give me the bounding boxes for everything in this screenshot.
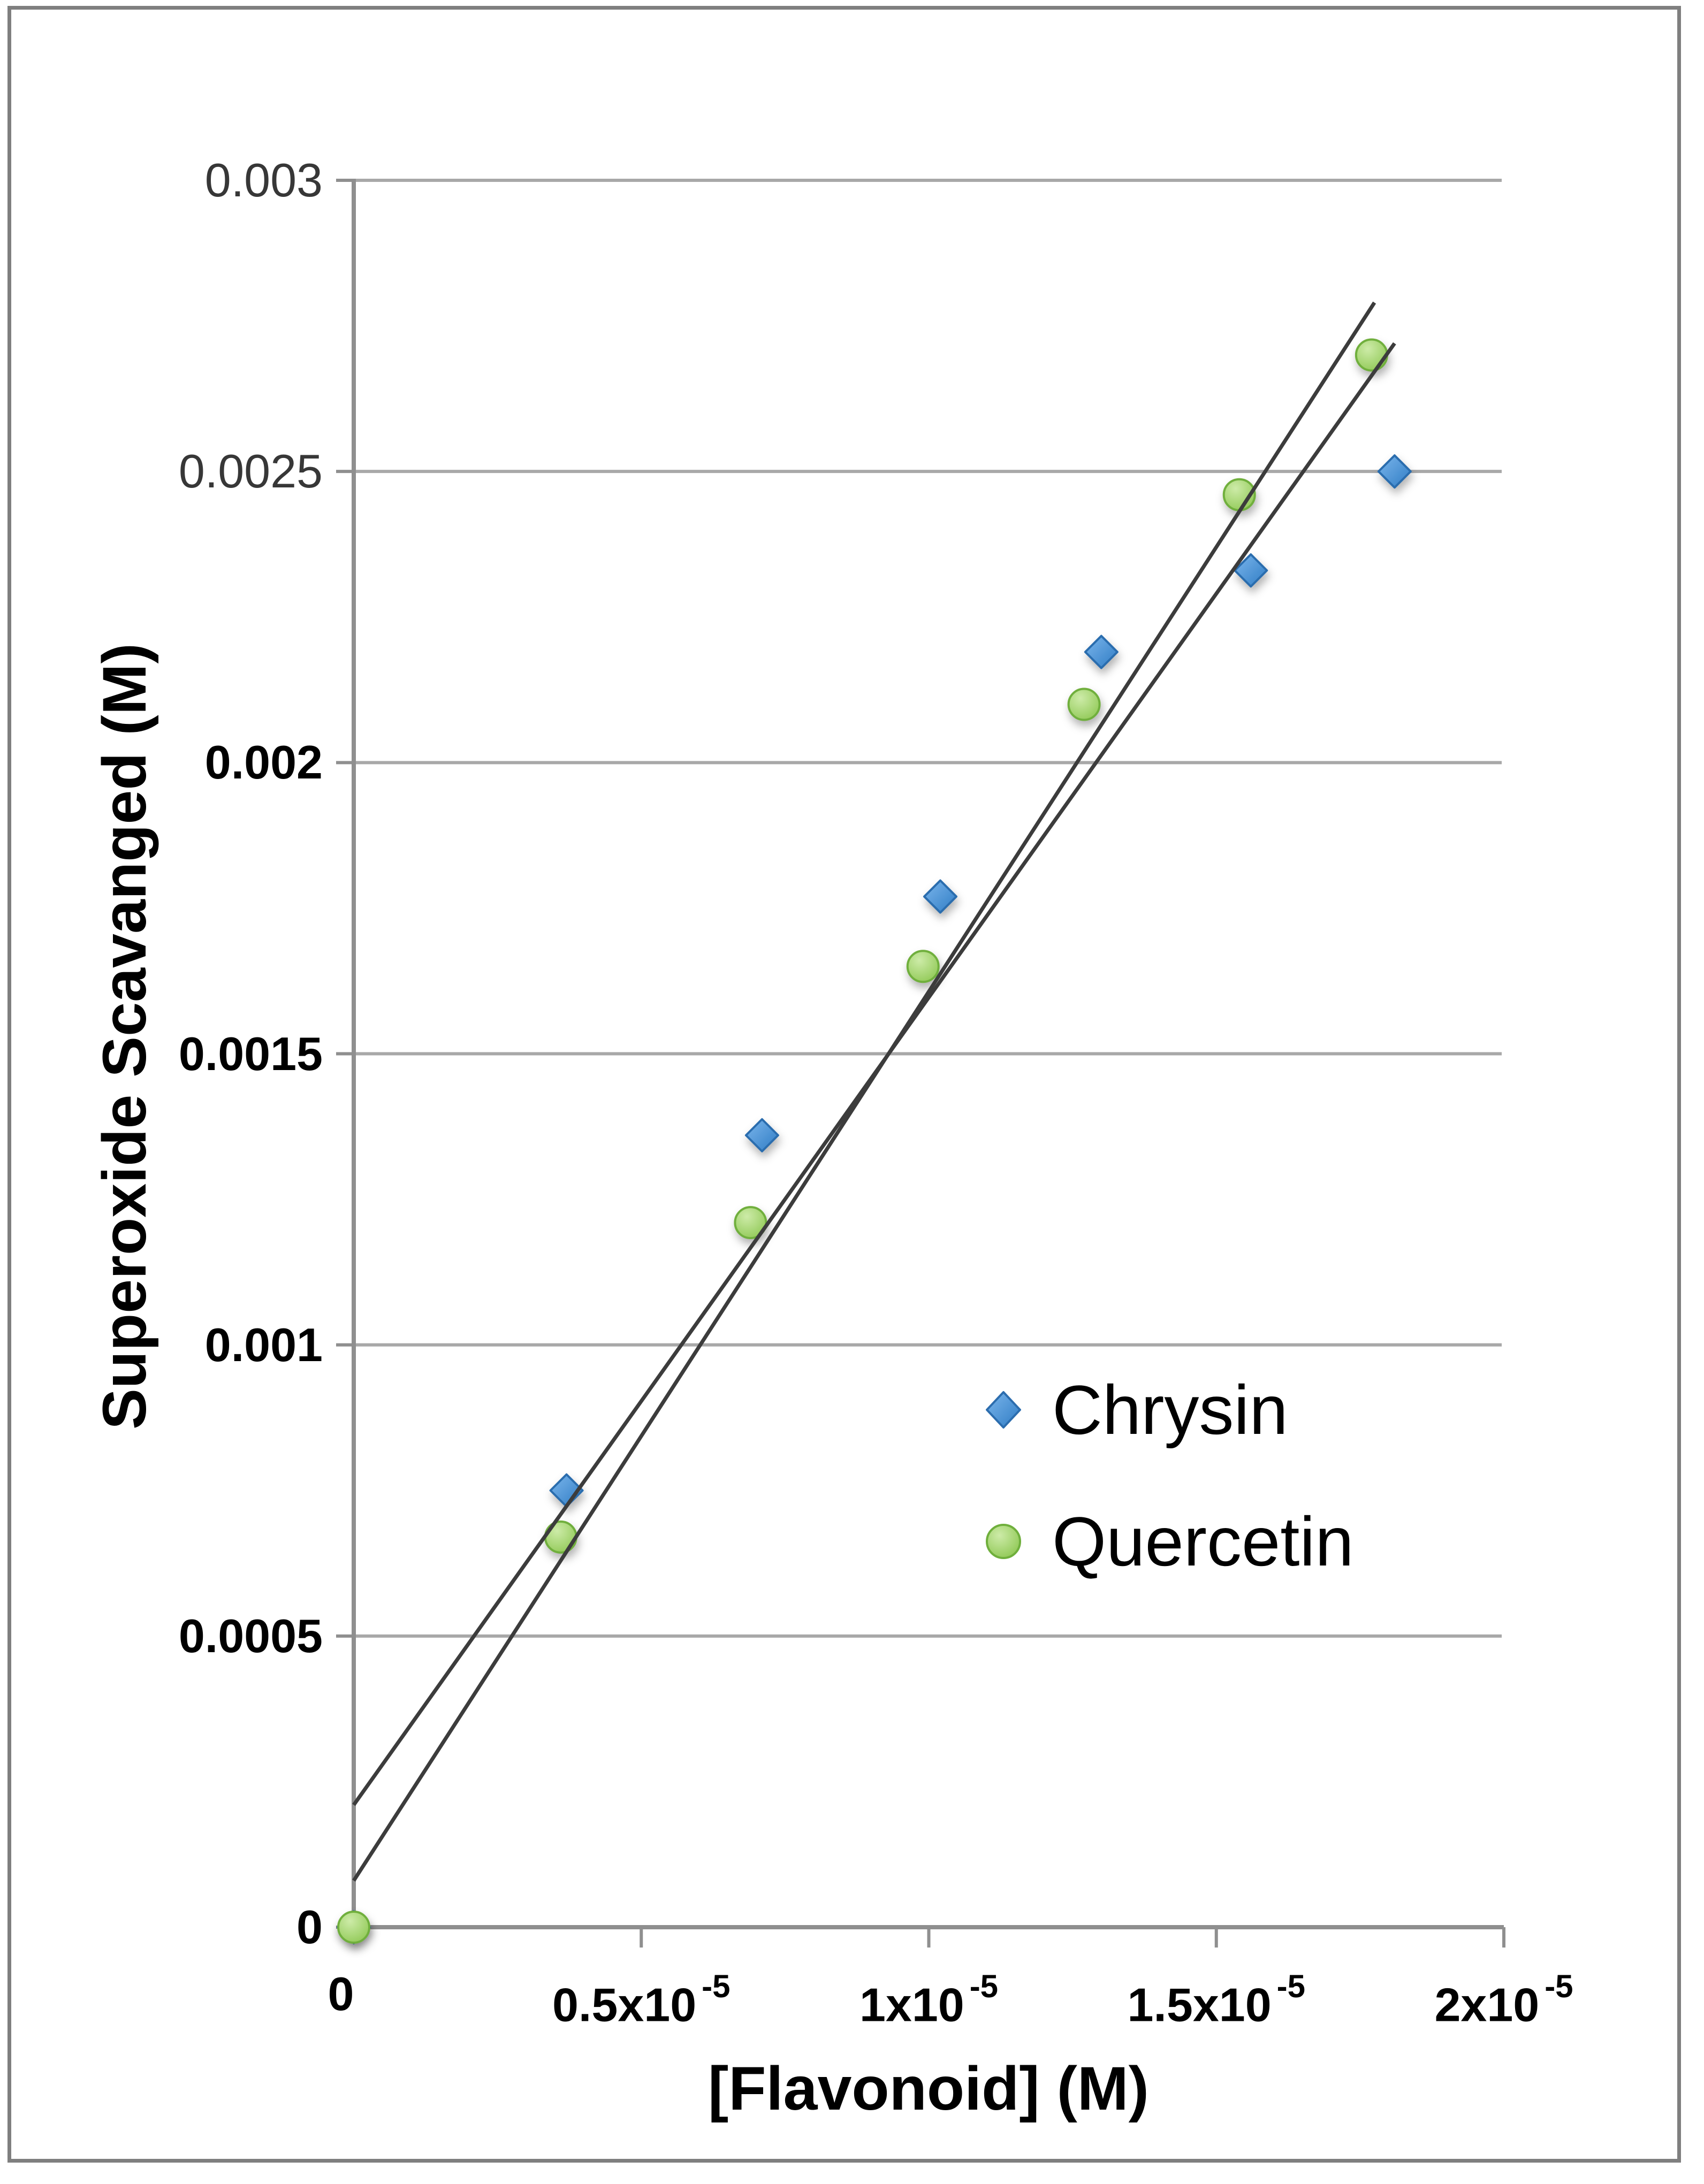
data-point-chrysin bbox=[923, 879, 957, 914]
x-tick-label: 1.5x10 -5 bbox=[1127, 1968, 1305, 2032]
y-axis-title: Superoxide Scavanged (M) bbox=[90, 643, 159, 1430]
data-point-quercetin bbox=[337, 1911, 370, 1944]
data-point-chrysin bbox=[1377, 454, 1412, 489]
x-tick-label: 0 bbox=[328, 1967, 354, 2020]
data-point-quercetin bbox=[906, 950, 940, 983]
chrysin-diamond-icon bbox=[986, 1391, 1021, 1429]
chart-frame-border bbox=[7, 6, 1681, 2163]
x-tick-label: 1x10 -5 bbox=[859, 1968, 999, 2032]
data-point-quercetin bbox=[1067, 688, 1101, 721]
y-tick-label: 0.0005 bbox=[178, 1609, 323, 1662]
legend-item-quercetin: Quercetin bbox=[974, 1501, 1354, 1582]
data-point-chrysin bbox=[744, 1118, 779, 1152]
data-point-quercetin bbox=[734, 1206, 767, 1240]
legend-label-chrysin: Chrysin bbox=[1052, 1371, 1288, 1449]
quercetin-circle-icon bbox=[986, 1524, 1021, 1559]
data-point-chrysin bbox=[1234, 553, 1268, 588]
y-tick-label: 0.003 bbox=[204, 154, 323, 207]
x-tick-label: 2x10 -5 bbox=[1434, 1968, 1573, 2032]
x-tick-label: 0.5x10 -5 bbox=[552, 1968, 731, 2032]
chart-legend: Chrysin Quercetin bbox=[974, 1370, 1354, 1582]
y-tick-label: 0.0025 bbox=[178, 445, 323, 498]
data-point-chrysin bbox=[1084, 635, 1119, 669]
legend-label-quercetin: Quercetin bbox=[1052, 1502, 1354, 1580]
y-tick-label: 0 bbox=[296, 1900, 323, 1953]
x-axis-title: [Flavonoid] (M) bbox=[708, 2055, 1149, 2123]
y-tick-label: 0.0015 bbox=[178, 1027, 323, 1080]
trendline-quercetin bbox=[352, 301, 1376, 1882]
y-tick-label: 0.002 bbox=[204, 736, 323, 789]
legend-item-chrysin: Chrysin bbox=[974, 1370, 1354, 1450]
y-tick-label: 0.001 bbox=[204, 1318, 323, 1371]
